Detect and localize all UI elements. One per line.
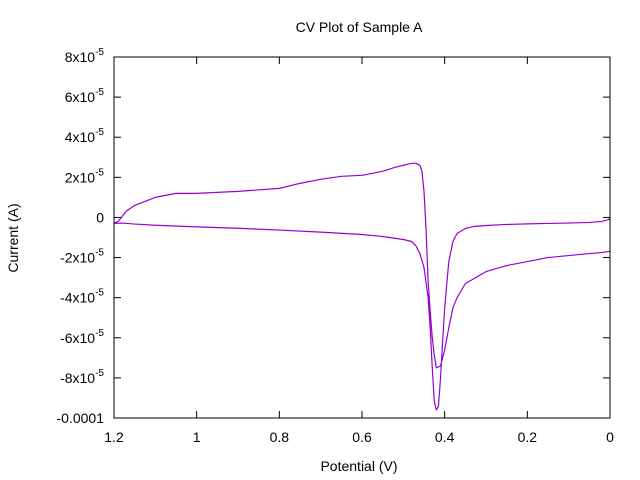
y-tick-base: -8x10 bbox=[60, 370, 95, 386]
y-tick-exponent: -5 bbox=[95, 368, 104, 379]
x-tick-label: 1.2 bbox=[104, 429, 124, 445]
y-tick-label: 6x10-5 bbox=[65, 87, 105, 105]
y-tick-exponent: -5 bbox=[95, 328, 104, 339]
x-tick-label: 0.2 bbox=[518, 429, 538, 445]
x-tick-label: 1 bbox=[193, 429, 201, 445]
y-tick-base: -0.0001 bbox=[57, 410, 105, 426]
x-tick-label: 0.4 bbox=[435, 429, 455, 445]
data-series bbox=[113, 162, 611, 411]
y-tick-base: -2x10 bbox=[60, 250, 95, 266]
y-tick-exponent: -5 bbox=[95, 127, 104, 138]
y-axis-label: Current (A) bbox=[5, 203, 21, 272]
y-tick-exponent: -5 bbox=[95, 248, 104, 259]
y-tick-base: 6x10 bbox=[65, 89, 96, 105]
y-tick-base: -6x10 bbox=[60, 330, 95, 346]
y-tick-label: -4x10-5 bbox=[60, 288, 104, 306]
y-tick-label: -0.0001 bbox=[57, 410, 105, 426]
cv-curve-line bbox=[113, 162, 611, 411]
y-tick-label: -2x10-5 bbox=[60, 248, 104, 266]
x-tick-label: 0.8 bbox=[270, 429, 290, 445]
y-tick-label: -6x10-5 bbox=[60, 328, 104, 346]
axis-ticks: 1.2 1 0.8 0.6 0.4 0.2 08x10-56x10-54x10-52x10-… bbox=[57, 47, 615, 445]
y-tick-base: 8x10 bbox=[65, 49, 96, 65]
plot-frame bbox=[113, 56, 611, 419]
y-tick-label: 8x10-5 bbox=[65, 47, 105, 65]
y-tick-label: 2x10-5 bbox=[65, 167, 105, 185]
x-axis-label: Potential (V) bbox=[320, 458, 397, 474]
x-tick-label: 0 bbox=[606, 429, 614, 445]
y-tick-exponent: -5 bbox=[95, 47, 104, 58]
y-tick-base: 2x10 bbox=[65, 169, 96, 185]
y-tick-exponent: -5 bbox=[95, 87, 104, 98]
y-tick-exponent: -5 bbox=[95, 288, 104, 299]
y-tick-base: 4x10 bbox=[65, 129, 96, 145]
chart-title: CV Plot of Sample A bbox=[296, 19, 424, 35]
y-tick-label: 4x10-5 bbox=[65, 127, 105, 145]
y-tick-exponent: -5 bbox=[95, 167, 104, 178]
y-tick-base: 0 bbox=[96, 209, 104, 225]
x-tick-label: 0.6 bbox=[352, 429, 372, 445]
y-tick-label: 0 bbox=[96, 209, 104, 225]
y-tick-label: -8x10-5 bbox=[60, 368, 104, 386]
y-tick-base: -4x10 bbox=[60, 290, 95, 306]
